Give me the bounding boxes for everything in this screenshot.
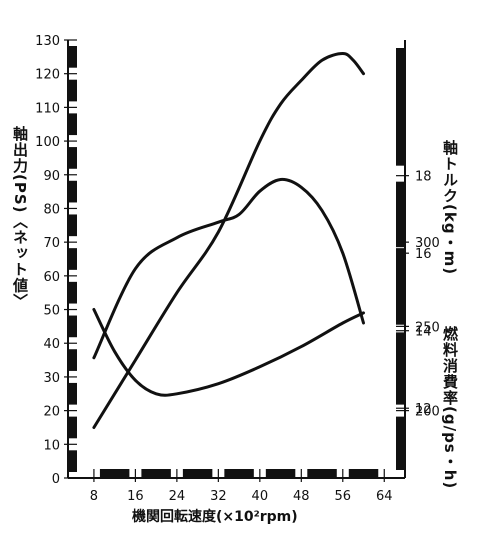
torque-curve [92,177,365,360]
x-tick-label: 56 [335,489,352,504]
x-scale-bar [265,469,296,478]
x-tick-label: 48 [293,489,310,504]
x-tick-label: 24 [169,489,186,504]
x-axis-label: 機関回転速度(×10²rpm) [132,509,298,525]
left-tick-label: 20 [43,405,60,420]
y-axis-label-power: 軸出力(PS)〈ネット値〉 [11,126,29,310]
fuel-scale-bar [396,248,405,321]
left-tick-label: 110 [35,101,60,116]
y-axis-label-fuel: 燃料消費率(g/ps・h) [441,326,459,490]
x-scale-bar [307,469,337,478]
left-scale-bar [68,147,77,169]
left-scale-bar [68,180,77,203]
left-tick-label: 70 [43,236,60,251]
torque-tick-label: 14 [415,325,432,340]
x-scale-bar [99,469,130,478]
left-tick-label: 80 [43,202,60,217]
left-axis-power [64,39,77,479]
torque-scale-bar [396,181,405,248]
x-scale-bar [141,469,171,478]
torque-tick-label: 12 [415,402,432,417]
left-tick-label: 130 [35,34,60,49]
x-tick-label: 32 [210,489,227,504]
left-scale-bar [68,450,77,472]
x-scale-bar [348,469,379,478]
fuel-tick-label: 250 [415,320,440,335]
torque-scale-bar [396,48,405,166]
left-tick-label: 60 [43,270,60,285]
torque-tick-label: 16 [415,247,432,262]
x-tick-label: 16 [127,489,144,504]
x-tick-label: 40 [252,489,269,504]
left-scale-bar [68,79,77,102]
left-tick-label: 120 [35,68,60,83]
x-tick-label: 64 [376,489,393,504]
left-tick-label: 30 [43,371,60,386]
power-curve [92,52,365,429]
left-tick-label: 40 [43,337,60,352]
fuel-scale-bar [396,332,405,405]
right-axis-torque-fuel [396,40,409,478]
torque-tick-label: 18 [415,170,432,185]
left-scale-bar [68,281,77,304]
left-tick-label: 90 [43,169,60,184]
left-scale-bar [68,349,77,371]
left-scale-bar [68,315,77,338]
left-scale-bar [68,214,77,237]
x-tick-label: 8 [90,489,98,504]
left-scale-bar [68,382,77,405]
fuel-tick-label: 300 [415,236,440,251]
tick-labels: 0 10 20 30 40 50 60 70 80 90 100 110 120 130 8 16 24 32 40… [35,34,440,504]
left-tick-label: 10 [43,438,60,453]
left-tick-label: 100 [35,135,60,150]
y-axis-label-torque: 軸トルク(kg・m) [441,140,459,276]
fuel-consumption-curve [92,308,365,397]
x-axis-engine-speed [68,469,405,482]
left-scale-bar [68,248,77,270]
left-tick-label: 50 [43,304,60,319]
x-scale-bar [224,469,254,478]
left-scale-bar [68,113,77,136]
fuel-scale-bar [396,416,405,470]
left-scale-bar [68,416,77,439]
left-tick-label: 0 [52,472,60,487]
curves [92,52,365,429]
left-scale-bar [68,46,77,68]
x-scale-bar [182,469,213,478]
fuel-tick-label: 200 [415,405,440,420]
